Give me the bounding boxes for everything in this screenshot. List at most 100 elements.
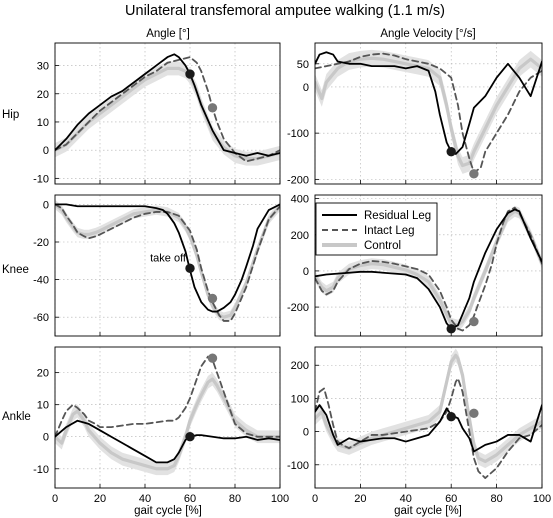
plot-area-knee-angle xyxy=(55,199,280,322)
y-tick-label: -10 xyxy=(33,173,49,185)
takeoff-marker-intact xyxy=(207,103,218,113)
y-tick-label: 30 xyxy=(37,61,49,73)
y-tick-label: 10 xyxy=(37,117,49,129)
y-tick-label: -10 xyxy=(33,464,49,476)
series-line-intact xyxy=(315,206,542,332)
y-tick-label: 20 xyxy=(37,89,49,101)
series-line-intact xyxy=(55,355,280,438)
plot-area-knee-velocity xyxy=(315,205,542,332)
x-tick-label: 100 xyxy=(533,493,551,505)
y-tick-label: 0 xyxy=(43,199,49,211)
takeoff-marker-intact xyxy=(207,293,218,304)
takeoff-marker-residual xyxy=(446,324,456,334)
takeoff-marker-intact xyxy=(207,353,218,363)
plot-area-hip-velocity xyxy=(315,49,542,174)
y-tick-label: -40 xyxy=(33,275,49,287)
series-line-residual xyxy=(315,404,542,453)
y-tick-label: 400 xyxy=(291,194,309,206)
axes-frame xyxy=(54,42,281,185)
series-line-residual xyxy=(315,208,542,330)
y-tick-label: -20 xyxy=(33,237,49,249)
takeoff-marker-residual xyxy=(185,432,195,442)
series-line-residual xyxy=(55,53,280,157)
y-tick-label: -100 xyxy=(287,128,309,140)
x-tick-label: 80 xyxy=(490,493,502,505)
plot-area-ankle-velocity xyxy=(315,348,542,479)
x-tick-label: 100 xyxy=(271,493,289,505)
column-title-angle: Angle [°] xyxy=(146,28,190,40)
series-line-control xyxy=(55,202,280,319)
y-tick-label: 50 xyxy=(297,59,309,71)
series-line-intact xyxy=(315,377,542,479)
panel-ankle-velocity: 0 20 40 60 80 100 -100 0 100 200 xyxy=(287,346,551,505)
x-tick-label: 0 xyxy=(312,493,318,505)
takeoff-marker-residual xyxy=(446,146,456,157)
series-line-intact xyxy=(315,52,542,174)
y-tick-label: 0 xyxy=(303,82,309,94)
x-tick-label: 40 xyxy=(400,493,412,505)
series-line-control xyxy=(315,209,542,327)
axes-frame xyxy=(54,346,281,489)
y-tick-label: 0 xyxy=(303,427,309,439)
x-tick-label: 40 xyxy=(139,493,151,505)
y-tick-label: 10 xyxy=(37,400,49,412)
row-label-hip: Hip xyxy=(2,109,19,121)
legend: Residual Leg Intact Leg Control xyxy=(315,202,438,256)
series-line-control xyxy=(315,353,542,464)
y-tick-label: 0 xyxy=(43,145,49,157)
x-tick-label: 60 xyxy=(184,493,196,505)
x-tick-label: 20 xyxy=(354,493,366,505)
panel-ankle-angle: 0 20 40 60 80 100 -10 0 10 20 xyxy=(33,346,289,505)
axes-frame xyxy=(314,346,543,489)
series-line-intact xyxy=(55,56,280,163)
panel-hip-angle: -10 0 10 20 30 xyxy=(33,42,281,185)
x-axis-label-left: gait cycle [%] xyxy=(134,505,202,517)
y-tick-label: 100 xyxy=(291,393,309,405)
takeoff-marker-intact xyxy=(469,408,479,419)
series-band-control xyxy=(315,348,542,469)
takeoff-marker-residual xyxy=(185,263,195,274)
series-line-residual xyxy=(55,419,280,464)
takeoff-marker-intact xyxy=(469,316,479,327)
y-tick-label: 0 xyxy=(303,266,309,278)
legend-label-intact: Intact Leg xyxy=(364,225,415,237)
annotation-take-off: take off xyxy=(150,252,187,264)
series-band-control xyxy=(315,205,542,331)
y-tick-label: -200 xyxy=(287,302,309,314)
y-tick-label: -60 xyxy=(33,312,49,324)
x-tick-label: 80 xyxy=(229,493,241,505)
plot-area-ankle-angle xyxy=(55,355,280,476)
legend-label-control: Control xyxy=(364,240,401,252)
y-tick-label: -200 xyxy=(287,174,309,186)
axes-frame xyxy=(314,194,543,337)
legend-label-residual: Residual Leg xyxy=(364,210,431,222)
takeoff-marker-residual xyxy=(185,69,195,79)
y-tick-label: 200 xyxy=(291,230,309,242)
axes-frame xyxy=(54,194,281,337)
figure-title: Unilateral transfemoral amputee walking … xyxy=(125,3,445,19)
x-tick-label: 20 xyxy=(94,493,106,505)
y-tick-label: 200 xyxy=(291,360,309,372)
takeoff-marker-residual xyxy=(446,411,456,422)
x-axis-label-right: gait cycle [%] xyxy=(394,505,462,517)
y-tick-label: -100 xyxy=(287,460,309,472)
series-line-control xyxy=(55,66,280,161)
series-line-intact xyxy=(55,203,280,322)
x-tick-label: 0 xyxy=(52,493,58,505)
x-tick-label: 60 xyxy=(445,493,457,505)
plot-area-hip-angle xyxy=(55,53,280,166)
panel-knee-angle: -60 -40 -20 0 take off xyxy=(33,194,281,337)
row-label-knee: Knee xyxy=(2,264,29,276)
panel-knee-velocity: -200 0 200 400 xyxy=(287,194,543,337)
y-tick-label: 0 xyxy=(43,432,49,444)
panel-hip-velocity: -200 -100 0 50 xyxy=(287,42,543,186)
row-label-ankle: Ankle xyxy=(2,411,31,423)
series-line-residual xyxy=(55,203,280,313)
y-tick-label: 20 xyxy=(37,368,49,380)
series-line-residual xyxy=(315,51,542,155)
axes-frame xyxy=(314,42,543,185)
column-title-velocity: Angle Velocity [°/s] xyxy=(380,28,475,40)
takeoff-marker-intact xyxy=(469,169,479,179)
